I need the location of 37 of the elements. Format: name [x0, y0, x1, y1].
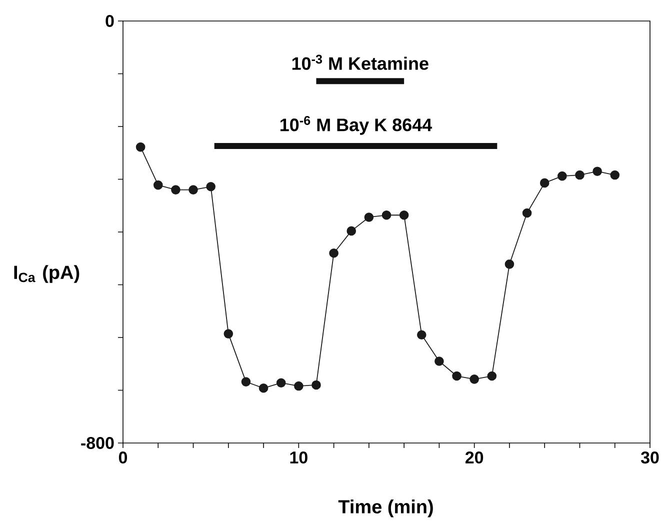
point — [346, 226, 356, 236]
point — [487, 371, 497, 381]
point — [382, 210, 392, 220]
point — [540, 178, 550, 188]
point — [276, 378, 286, 388]
point — [188, 185, 198, 194]
series-label: 10$^{-3}$ M Ketamine — [292, 54, 428, 70]
point — [136, 142, 146, 152]
point — [294, 381, 304, 391]
point — [206, 182, 216, 192]
point — [434, 356, 444, 366]
point — [399, 210, 409, 220]
point — [224, 329, 234, 338]
point — [470, 374, 479, 384]
x-tick-label: 10 — [290, 452, 308, 464]
point — [575, 170, 584, 180]
point — [610, 170, 620, 180]
point — [452, 371, 462, 381]
series-label: 10$^{-6}$ M Bay K 8644 — [280, 116, 432, 135]
point — [171, 185, 180, 194]
point — [364, 212, 374, 222]
y-tick-label: -800 — [81, 436, 114, 450]
point — [522, 208, 532, 218]
y-axis-title: I$_{Ca}$ (pA) — [14, 265, 80, 283]
point — [558, 171, 567, 181]
point — [258, 383, 268, 393]
point — [416, 330, 426, 340]
point — [241, 377, 251, 386]
point — [592, 166, 602, 176]
point — [312, 380, 321, 390]
x-tick-label: 0 — [118, 452, 128, 464]
x-axis-title: Time (min) — [338, 500, 433, 518]
point — [329, 248, 338, 258]
point — [153, 180, 163, 190]
x-tick-label: 20 — [465, 452, 484, 464]
point — [504, 260, 514, 269]
x-tick-label: 30 — [640, 452, 659, 464]
